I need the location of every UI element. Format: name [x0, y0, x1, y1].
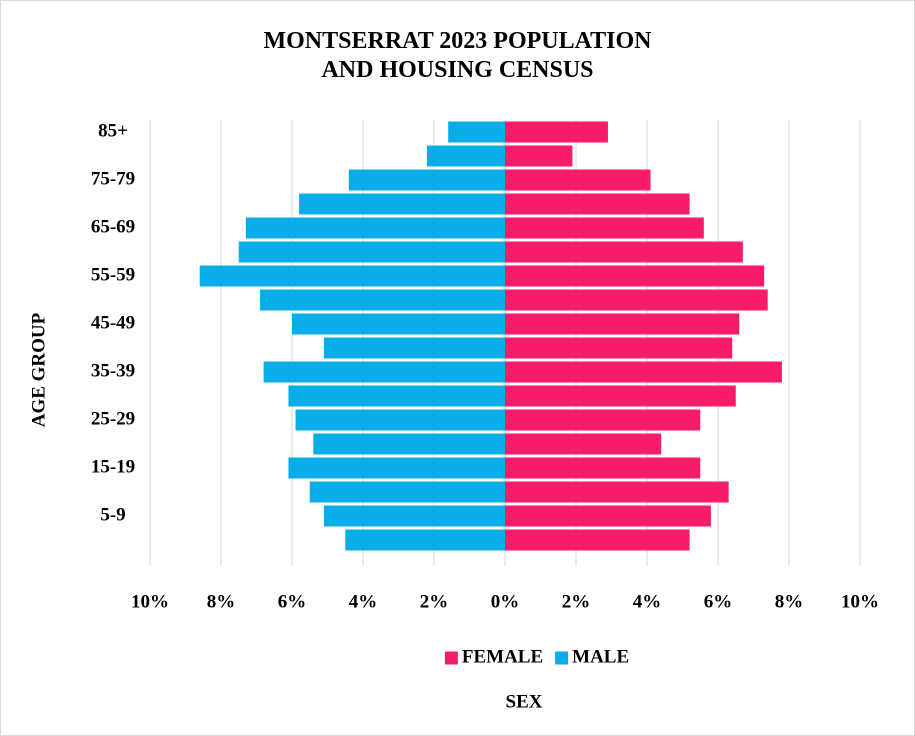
bar	[505, 169, 651, 191]
bar	[323, 337, 505, 359]
bar	[426, 145, 505, 167]
legend-swatch	[555, 651, 569, 665]
y-tick-label: 85+	[98, 120, 128, 141]
bar	[505, 241, 743, 263]
bar	[288, 385, 505, 407]
bar	[505, 145, 573, 167]
bar	[505, 433, 662, 455]
bar	[505, 529, 690, 551]
y-tick-label: 65-69	[91, 216, 135, 237]
bar	[505, 313, 740, 335]
bar	[505, 289, 768, 311]
bar	[505, 505, 711, 527]
legend-label: FEMALE	[462, 646, 543, 667]
bar	[505, 193, 690, 215]
chart-title: MONTSERRAT 2023 POPULATION AND HOUSING C…	[263, 28, 652, 83]
bar	[505, 121, 608, 143]
bar	[505, 265, 765, 287]
x-tick-label: 4%	[349, 591, 378, 612]
x-tick-label: 2%	[562, 591, 591, 612]
bar	[263, 361, 505, 383]
bar	[348, 169, 505, 191]
bar	[505, 457, 701, 479]
y-tick-label: 45-49	[91, 312, 135, 333]
x-tick-label: 8%	[775, 591, 804, 612]
bar	[505, 385, 736, 407]
bar	[505, 217, 704, 239]
bar	[323, 505, 505, 527]
y-tick-label: 5-9	[100, 504, 125, 525]
x-tick-label: 8%	[207, 591, 236, 612]
bar	[238, 241, 505, 263]
y-tick-label: 75-79	[91, 168, 135, 189]
x-tick-label: 6%	[278, 591, 307, 612]
x-tick-label: 4%	[633, 591, 662, 612]
bar	[313, 433, 505, 455]
y-tick-label: 55-59	[91, 264, 135, 285]
bar	[505, 361, 782, 383]
y-tick-label: 35-39	[91, 360, 135, 381]
x-tick-label: 2%	[420, 591, 449, 612]
bar	[309, 481, 505, 503]
bar	[292, 313, 505, 335]
x-tick-label: 6%	[704, 591, 733, 612]
x-tick-label: 10%	[841, 591, 879, 612]
bar	[245, 217, 505, 239]
legend-label: MALE	[572, 646, 629, 667]
legend-swatch	[444, 651, 458, 665]
bar	[448, 121, 505, 143]
bar	[299, 193, 505, 215]
bar	[288, 457, 505, 479]
y-tick-label: 25-29	[91, 408, 135, 429]
x-tick-label: 10%	[131, 591, 169, 612]
bar	[505, 481, 729, 503]
bar	[295, 409, 505, 431]
x-axis-label: SEX	[506, 691, 543, 712]
y-axis-label: AGE GROUP	[28, 312, 49, 427]
bar	[260, 289, 505, 311]
bar	[345, 529, 505, 551]
x-tick-label: 0%	[491, 591, 520, 612]
bar	[505, 409, 701, 431]
bar	[505, 337, 733, 359]
bar	[199, 265, 505, 287]
y-tick-label: 15-19	[91, 456, 135, 477]
